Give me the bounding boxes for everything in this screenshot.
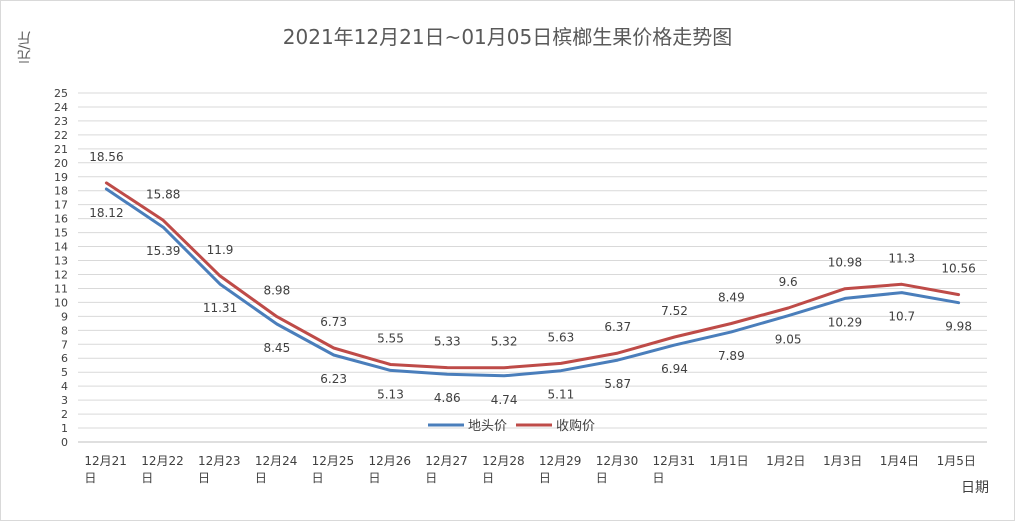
- data-label: 6.23: [320, 372, 347, 386]
- y-tick-label: 12: [54, 268, 68, 281]
- x-tick-label: 12月29: [539, 454, 582, 468]
- y-tick-label: 25: [54, 87, 68, 100]
- y-tick-label: 19: [54, 171, 68, 184]
- data-label: 7.52: [661, 304, 688, 318]
- data-label: 18.56: [89, 150, 123, 164]
- data-label: 8.98: [263, 284, 290, 298]
- data-label: 10.98: [828, 256, 862, 270]
- data-label: 5.63: [548, 330, 575, 344]
- y-tick-label: 14: [54, 241, 68, 254]
- x-tick-label: 日: [255, 471, 267, 485]
- x-tick-label: 日: [141, 471, 153, 485]
- x-tick-label: 12月31: [653, 454, 696, 468]
- y-tick-label: 0: [61, 436, 68, 449]
- legend-label: 地头价: [468, 419, 507, 434]
- data-label: 5.87: [604, 377, 631, 391]
- y-tick-label: 21: [54, 143, 68, 156]
- x-tick-label: 12月22: [141, 454, 184, 468]
- y-tick-label: 7: [61, 338, 68, 351]
- y-tick-label: 22: [54, 129, 68, 142]
- legend-label: 收购价: [556, 418, 595, 434]
- y-tick-label: 13: [54, 255, 68, 268]
- data-label: 18.12: [89, 206, 123, 220]
- data-label: 9.6: [779, 275, 798, 289]
- data-label: 8.49: [718, 290, 745, 304]
- x-tick-label: 1月1日: [709, 454, 748, 468]
- y-tick-label: 20: [54, 157, 68, 170]
- data-label: 10.29: [828, 315, 862, 329]
- x-tick-label: 12月27: [425, 454, 468, 468]
- data-label: 11.9: [207, 243, 234, 257]
- y-tick-label: 17: [54, 199, 68, 212]
- series-line-2: [104, 181, 961, 370]
- x-tick-label: 日: [653, 471, 665, 485]
- x-tick-label: 12月28: [482, 454, 525, 468]
- x-tick-label: 12月30: [596, 454, 639, 468]
- x-tick-label: 1月2日: [766, 454, 805, 468]
- data-label: 11.3: [888, 251, 915, 265]
- y-tick-label: 18: [54, 185, 68, 198]
- x-tick-label: 日: [425, 471, 437, 485]
- y-tick-label: 6: [61, 352, 68, 365]
- data-label: 10.7: [888, 310, 915, 324]
- data-label: 4.86: [434, 391, 461, 405]
- data-label: 9.05: [775, 333, 802, 347]
- data-label: 6.37: [604, 320, 631, 334]
- y-tick-label: 9: [61, 310, 68, 323]
- x-tick-label: 1月5日: [937, 454, 976, 468]
- data-label: 6.73: [320, 315, 347, 329]
- x-tick-label: 日: [596, 471, 608, 485]
- x-tick-label: 12月24: [255, 454, 298, 468]
- x-tick-label: 日: [482, 471, 494, 485]
- y-tick-label: 15: [54, 227, 68, 240]
- x-tick-label: 日: [312, 471, 324, 485]
- y-tick-label: 23: [54, 115, 68, 128]
- data-label: 5.55: [377, 332, 404, 346]
- y-tick-label: 5: [61, 366, 68, 379]
- x-tick-label: 12月26: [368, 454, 411, 468]
- data-label: 8.45: [263, 341, 290, 355]
- y-tick-label: 24: [54, 101, 68, 114]
- data-label: 9.98: [945, 320, 972, 334]
- data-label: 10.56: [941, 262, 975, 276]
- y-tick-label: 1: [61, 422, 68, 435]
- y-tick-label: 3: [61, 394, 68, 407]
- x-tick-label: 12月21: [84, 454, 127, 468]
- y-tick-label: 10: [54, 296, 68, 309]
- data-label: 4.74: [491, 393, 518, 407]
- x-tick-label: 日: [84, 471, 96, 485]
- y-tick-label: 2: [61, 408, 68, 421]
- x-axis-label: 日期: [961, 480, 989, 496]
- x-tick-label: 12月25: [312, 454, 355, 468]
- x-tick-label: 日: [368, 471, 380, 485]
- x-tick-label: 12月23: [198, 454, 241, 468]
- x-tick-label: 日: [539, 471, 551, 485]
- data-label: 7.89: [718, 349, 745, 363]
- chart-title: 2021年12月21日~01月05日槟榔生果价格走势图: [282, 25, 733, 49]
- y-tick-label: 16: [54, 213, 68, 226]
- data-label: 6.94: [661, 362, 688, 376]
- data-label: 5.11: [548, 388, 575, 402]
- data-label: 5.13: [377, 387, 404, 401]
- y-tick-label: 11: [54, 282, 68, 295]
- data-label: 15.39: [146, 244, 180, 258]
- x-tick-label: 日: [198, 471, 210, 485]
- data-label: 11.31: [203, 301, 237, 315]
- series-line-1: [104, 187, 961, 378]
- data-label: 5.33: [434, 335, 461, 349]
- x-tick-label: 1月3日: [823, 454, 862, 468]
- data-label: 15.88: [146, 187, 180, 201]
- y-tick-label: 4: [61, 380, 68, 393]
- data-label: 5.32: [491, 335, 518, 349]
- y-tick-label: 8: [61, 324, 68, 337]
- x-tick-label: 1月4日: [880, 454, 919, 468]
